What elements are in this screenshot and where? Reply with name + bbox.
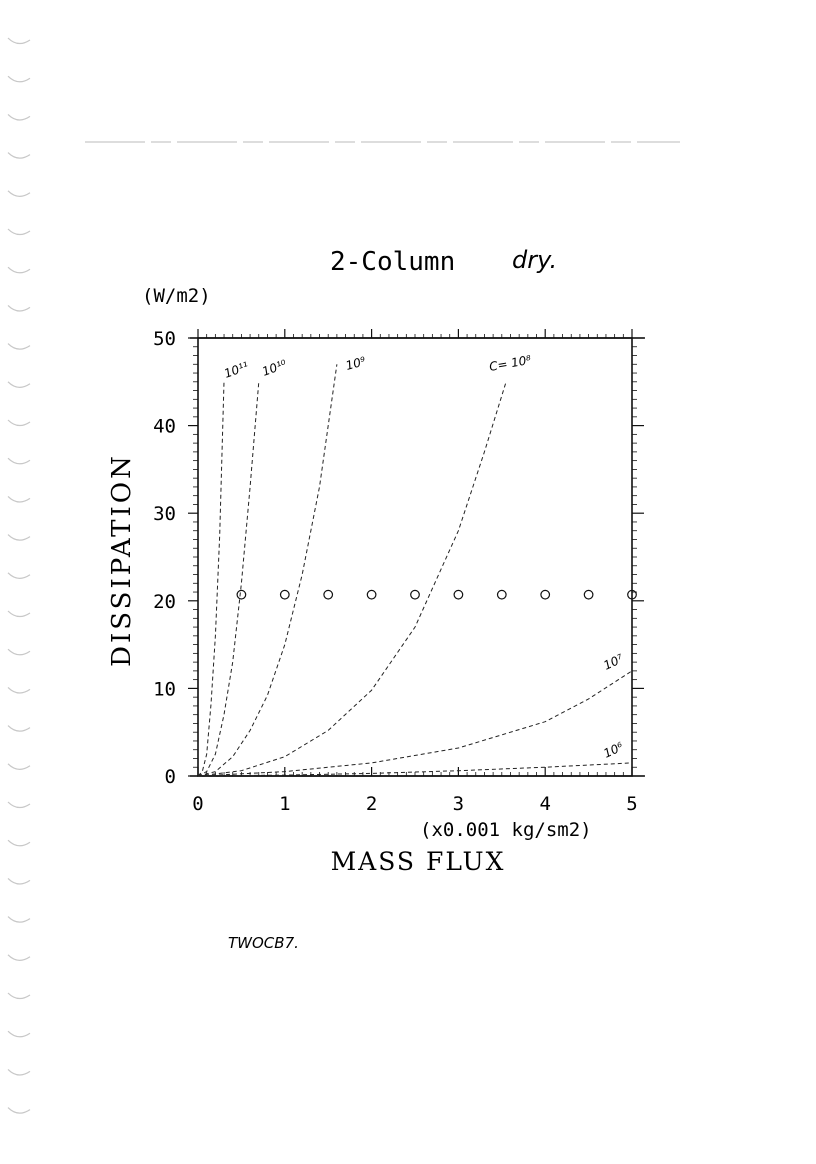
x-axis-label: MASS FLUX xyxy=(331,847,506,876)
binder-hole-mark xyxy=(7,495,31,503)
axis-ticks xyxy=(188,329,644,777)
binder-hole-mark xyxy=(7,1030,31,1038)
binder-hole-mark xyxy=(7,725,31,732)
curve-annotation: C= 10⁸ xyxy=(488,353,532,374)
data-point-marker xyxy=(583,589,594,600)
series-line-4 xyxy=(197,670,633,777)
binder-hole-mark xyxy=(7,610,31,618)
y-tick-label: 10 xyxy=(153,678,176,700)
x-axis-unit: (x0.001 kg/sm2) xyxy=(420,819,592,841)
data-curves xyxy=(197,364,633,777)
binder-hole-mark xyxy=(7,343,31,350)
chart-title-annotation: dry. xyxy=(512,246,557,274)
x-tick-label: 1 xyxy=(279,793,290,815)
x-tick-label: 0 xyxy=(192,793,203,815)
data-point-marker xyxy=(366,589,377,600)
y-axis-unit: (W/m2) xyxy=(142,285,211,307)
series-line-5 xyxy=(197,762,633,777)
x-tick-label: 3 xyxy=(453,793,464,815)
plot-frame xyxy=(197,337,633,777)
binder-hole-mark xyxy=(7,648,31,656)
series-line-2 xyxy=(197,364,338,777)
binder-hole-mark xyxy=(7,37,31,45)
series-line-0 xyxy=(197,381,225,777)
y-tick-label: 20 xyxy=(153,591,176,613)
binder-hole-mark xyxy=(7,572,31,579)
y-axis-label: DISSIPATION xyxy=(107,453,137,667)
binder-hole-mark xyxy=(7,190,31,197)
binder-hole-mark xyxy=(7,877,31,885)
binder-hole-mark xyxy=(7,763,31,770)
y-tick-label: 0 xyxy=(165,766,176,788)
binder-hole-mark xyxy=(7,992,31,1000)
y-tick-label: 50 xyxy=(153,328,176,350)
binder-hole-mark xyxy=(7,113,31,121)
data-point-marker xyxy=(453,589,464,600)
chart-title: 2-Column xyxy=(330,247,455,277)
binder-hole-mark xyxy=(7,228,31,236)
curve-annotations: 10¹¹ 10¹⁰ 10⁹ C= 10⁸ 10⁷ 10⁶ xyxy=(222,353,625,761)
binder-hole-mark xyxy=(7,152,31,159)
data-point-marker xyxy=(236,589,247,600)
series-line-3 xyxy=(197,381,507,777)
x-tick-label: 2 xyxy=(366,793,377,815)
binder-hole-mark xyxy=(7,75,31,83)
footer-note: TWOCB7. xyxy=(228,934,299,952)
binder-hole-mark xyxy=(7,266,31,274)
binder-hole-marks xyxy=(7,37,31,1114)
binder-hole-mark xyxy=(7,457,31,465)
data-point-marker xyxy=(323,589,334,600)
data-point-marker xyxy=(496,589,507,600)
curve-annotation: 10⁹ xyxy=(344,354,367,373)
binder-hole-mark xyxy=(7,686,31,694)
data-point-marker xyxy=(627,589,637,600)
series-line-1 xyxy=(197,381,260,777)
binder-hole-mark xyxy=(7,534,31,541)
binder-hole-mark xyxy=(7,839,31,847)
binder-hole-mark xyxy=(7,1107,31,1114)
binder-hole-mark xyxy=(7,954,31,961)
binder-hole-mark xyxy=(7,304,31,312)
binder-hole-mark xyxy=(7,1068,31,1076)
data-point-marker xyxy=(410,589,420,600)
x-tick-label: 4 xyxy=(539,793,550,815)
curve-annotation: 10¹⁰ xyxy=(260,357,288,379)
curve-annotation: 10¹¹ xyxy=(222,359,250,381)
curve-annotation: 10⁶ xyxy=(601,739,625,760)
binder-hole-mark xyxy=(7,381,31,388)
binder-hole-mark xyxy=(7,419,31,427)
x-tick-label: 5 xyxy=(626,793,637,815)
y-tick-label: 40 xyxy=(153,416,176,438)
binder-hole-mark xyxy=(7,801,31,809)
binder-hole-mark xyxy=(7,916,31,923)
data-markers xyxy=(236,589,637,600)
y-tick-label: 30 xyxy=(153,503,176,525)
data-point-marker xyxy=(540,589,551,600)
curve-annotation: 10⁷ xyxy=(601,651,625,672)
data-point-marker xyxy=(279,589,290,600)
